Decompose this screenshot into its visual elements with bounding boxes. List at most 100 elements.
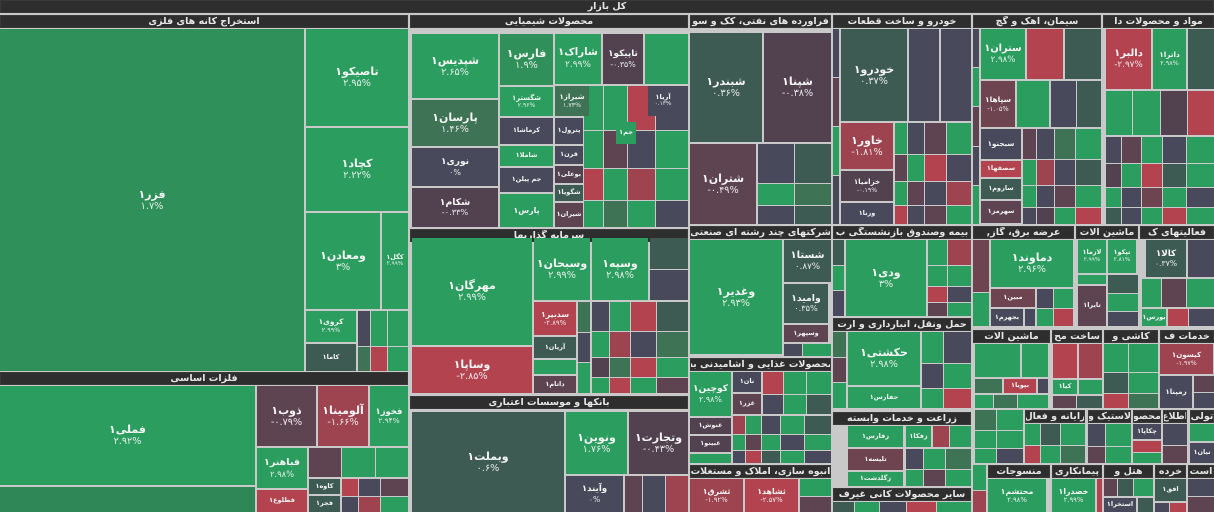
stock-tile[interactable] [928,286,948,303]
stock-tile[interactable] [650,238,688,269]
stock-tile[interactable] [1037,289,1053,308]
stock-tile[interactable] [1037,207,1054,224]
stock-tile[interactable]: غزر۱ [733,394,761,414]
stock-tile[interactable] [933,426,950,447]
stock-tile[interactable] [1037,186,1054,207]
stock-tile[interactable] [1054,160,1076,186]
stock-tile[interactable]: سصفها۱ [981,161,1021,177]
stock-tile[interactable] [928,266,948,286]
stock-tile[interactable] [746,435,762,450]
stock-tile[interactable] [975,379,1002,393]
stock-tile[interactable] [1187,137,1214,164]
stock-tile[interactable] [758,205,794,224]
stock-tile[interactable]: شستا۱ ۰.۸۷% [784,240,831,282]
stock-tile[interactable] [803,344,831,356]
stock-tile[interactable] [908,205,925,224]
stock-tile[interactable]: پارسان۱ ۱.۴۶% [412,100,498,146]
stock-tile[interactable] [1133,453,1161,463]
stock-tile[interactable] [387,311,408,347]
stock-tile[interactable] [1088,424,1105,446]
stock-tile[interactable] [655,131,688,168]
stock-tile[interactable] [358,311,371,347]
stock-tile[interactable] [592,302,609,332]
stock-tile[interactable] [1128,344,1158,372]
stock-tile[interactable] [342,479,358,496]
stock-tile[interactable] [609,302,630,332]
stock-tile[interactable] [1186,279,1214,307]
stock-tile[interactable] [906,449,924,469]
stock-tile[interactable]: کوچین۱ ۲.۹۸% [690,372,731,416]
stock-tile[interactable] [627,201,655,227]
stock-tile[interactable]: سپاها۱ -۱.۰۵% [981,81,1015,127]
stock-tile[interactable] [534,360,576,374]
stock-tile[interactable] [609,357,630,378]
stock-tile[interactable]: کروی۱ ۲.۹۹% [306,311,356,342]
stock-tile[interactable] [584,201,603,227]
stock-tile[interactable]: زفارس۱ [848,426,903,447]
stock-tile[interactable] [924,470,946,486]
stock-tile[interactable] [1053,344,1077,378]
stock-tile[interactable] [973,68,979,107]
stock-tile[interactable] [359,479,381,496]
stock-tile[interactable] [1194,393,1214,408]
section-header-textiles[interactable]: منسوجات [988,465,1050,478]
stock-tile[interactable] [973,491,986,512]
stock-tile[interactable] [1188,240,1214,277]
stock-tile[interactable] [946,449,971,469]
section-header-metal-ores[interactable]: استخراج کانه های فلزی [0,15,408,28]
section-header-computer[interactable]: رایانه و فعال [1025,410,1085,423]
section-header-retail[interactable]: خرده [1155,465,1186,478]
stock-tile[interactable] [763,372,783,394]
stock-tile[interactable]: نوری۱ ۰% [412,148,498,186]
stock-tile[interactable]: حکشتی۱ ۲.۹۸% [848,332,920,385]
stock-tile[interactable] [657,302,688,332]
stock-tile[interactable]: بپویا۱ [1004,379,1036,393]
stock-tile[interactable] [1190,424,1214,441]
stock-tile[interactable] [975,410,997,431]
stock-tile[interactable]: تایرا۱ [1078,286,1106,326]
stock-tile[interactable] [973,29,979,68]
stock-tile[interactable]: آریان۱ [534,337,576,358]
stock-tile[interactable] [1141,208,1163,224]
stock-tile[interactable] [784,344,803,356]
stock-tile[interactable] [1023,129,1037,160]
stock-tile[interactable] [1079,344,1102,378]
stock-tile[interactable] [1194,376,1214,393]
stock-tile[interactable] [1170,503,1186,512]
stock-tile[interactable]: تاپیکو۱ -۰.۳۵% [603,34,643,84]
stock-tile[interactable] [381,479,408,496]
stock-tile[interactable]: کاوه۱ [309,479,340,494]
stock-tile[interactable]: شگستر۱ ۲.۹۶% [500,87,553,116]
stock-tile[interactable] [592,332,609,357]
stock-tile[interactable] [1162,279,1186,307]
stock-tile[interactable] [781,435,804,450]
stock-tile[interactable] [1104,479,1117,496]
stock-tile[interactable] [1104,394,1128,408]
stock-tile[interactable]: فطلوع۱ [257,490,307,512]
stock-tile[interactable]: شتران۱ -۰.۴۹% [690,144,756,224]
stock-tile[interactable]: جم پیلن۱ [500,168,553,192]
stock-tile[interactable] [609,332,630,357]
stock-tile[interactable]: افق۱ [1155,479,1186,501]
stock-tile[interactable] [1163,187,1187,208]
stock-tile[interactable] [655,168,688,201]
stock-tile[interactable] [592,378,609,393]
stock-tile[interactable] [975,344,1020,377]
stock-tile[interactable] [1106,164,1122,187]
stock-tile[interactable]: ثشرق۱ -۱.۹۲% [690,479,743,512]
stock-tile[interactable] [1122,187,1141,208]
stock-tile[interactable] [806,394,831,414]
stock-tile[interactable] [758,184,794,205]
section-header-contracting[interactable]: پیمانکاری [1052,465,1102,478]
stock-tile[interactable]: رمپنا۱ [1160,376,1192,408]
section-header-paper-products[interactable]: محصو [1133,410,1161,423]
stock-tile[interactable] [833,502,855,512]
market-title-bar[interactable]: کل بازار [0,0,1214,13]
stock-tile[interactable] [1025,424,1040,445]
stock-tile[interactable]: شکام۱ -۰.۳۳% [412,188,498,227]
stock-tile[interactable] [906,502,936,512]
stock-tile[interactable] [1023,207,1037,224]
stock-tile[interactable] [1065,29,1101,79]
section-header-auto[interactable]: خودرو و ساخت قطعات [833,15,971,28]
stock-tile[interactable] [922,332,944,364]
